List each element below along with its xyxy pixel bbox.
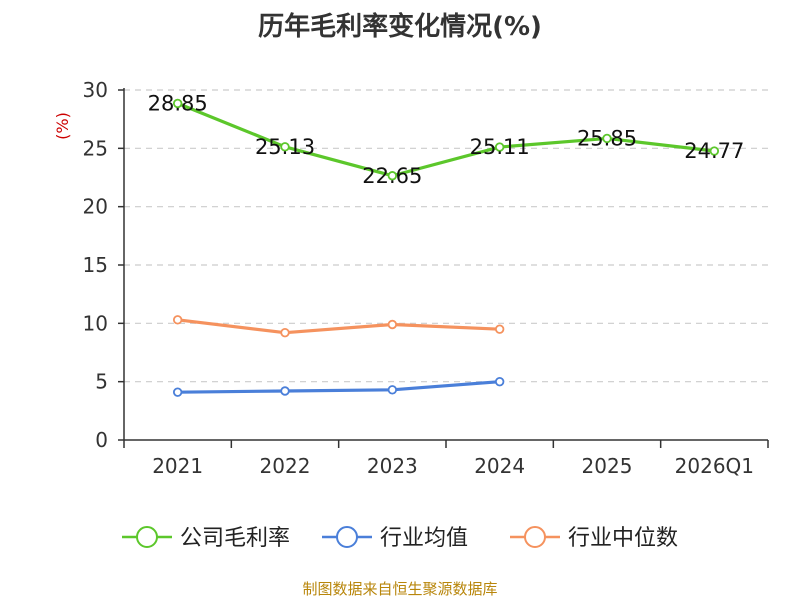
legend-item-3: 行业中位数: [510, 526, 678, 551]
data-point: [387, 319, 398, 330]
legend-marker: [336, 526, 358, 548]
series-line: [177, 318, 500, 335]
series-3: [172, 315, 505, 338]
x-tick-label: 2025: [582, 454, 633, 478]
x-tick-label: 2024: [474, 454, 525, 478]
y-tick-label: 5: [95, 370, 108, 394]
legend-item-1: 公司毛利率: [122, 526, 290, 551]
x-tick-label: 2022: [260, 454, 311, 478]
legend-marker: [136, 526, 158, 548]
y-tick-label: 20: [83, 195, 108, 219]
data-point: [280, 327, 290, 338]
y-tick-label: 25: [83, 136, 108, 160]
data-point: [172, 315, 183, 325]
data-point: [280, 142, 290, 152]
data-point: [172, 387, 183, 397]
legend-marker: [524, 526, 546, 548]
data-point: [387, 171, 398, 181]
x-tick-label: 2026Q1: [675, 454, 754, 478]
data-label: 25.11: [470, 135, 530, 159]
data-label: 24.77: [684, 139, 744, 163]
legend-label: 行业均值: [380, 526, 468, 551]
data-point: [172, 98, 183, 109]
y-tick-label: 10: [83, 311, 108, 335]
series-2: [172, 376, 505, 397]
data-point: [709, 146, 720, 156]
legend-label: 公司毛利率: [180, 526, 290, 551]
data-label: 28.85: [148, 91, 208, 115]
data-point: [387, 385, 398, 395]
source-note: 制图数据来自恒生聚源数据库: [302, 580, 498, 598]
y-tick-label: 0: [95, 428, 108, 452]
y-tick-label: 30: [83, 78, 108, 102]
data-point: [494, 376, 505, 387]
series-line: [177, 380, 500, 394]
legend: 公司毛利率 行业均值 行业中位数: [122, 526, 678, 551]
data-label: 25.13: [255, 135, 315, 159]
y-unit-label: (%): [53, 112, 72, 140]
series-line: [177, 101, 715, 178]
data-point: [494, 324, 505, 334]
x-tick-label: 2023: [367, 454, 418, 478]
data-point: [494, 142, 505, 152]
x-tick-label: 2021: [152, 454, 203, 478]
series-lines: [172, 98, 720, 397]
grid-lines: [124, 89, 768, 383]
data-point: [602, 133, 612, 144]
legend-label: 行业中位数: [568, 526, 678, 551]
data-label: 22.65: [362, 164, 422, 188]
legend-item-2: 行业均值: [322, 526, 468, 551]
data-labels: 28.85 25.13 22.65 25.11 25.85 24.77: [148, 91, 745, 187]
data-point: [280, 386, 290, 396]
chart-title: 历年毛利率变化情况(%): [258, 12, 542, 42]
y-tick-label: 15: [83, 253, 108, 277]
series-1: [172, 98, 720, 181]
data-label: 25.85: [577, 126, 637, 150]
